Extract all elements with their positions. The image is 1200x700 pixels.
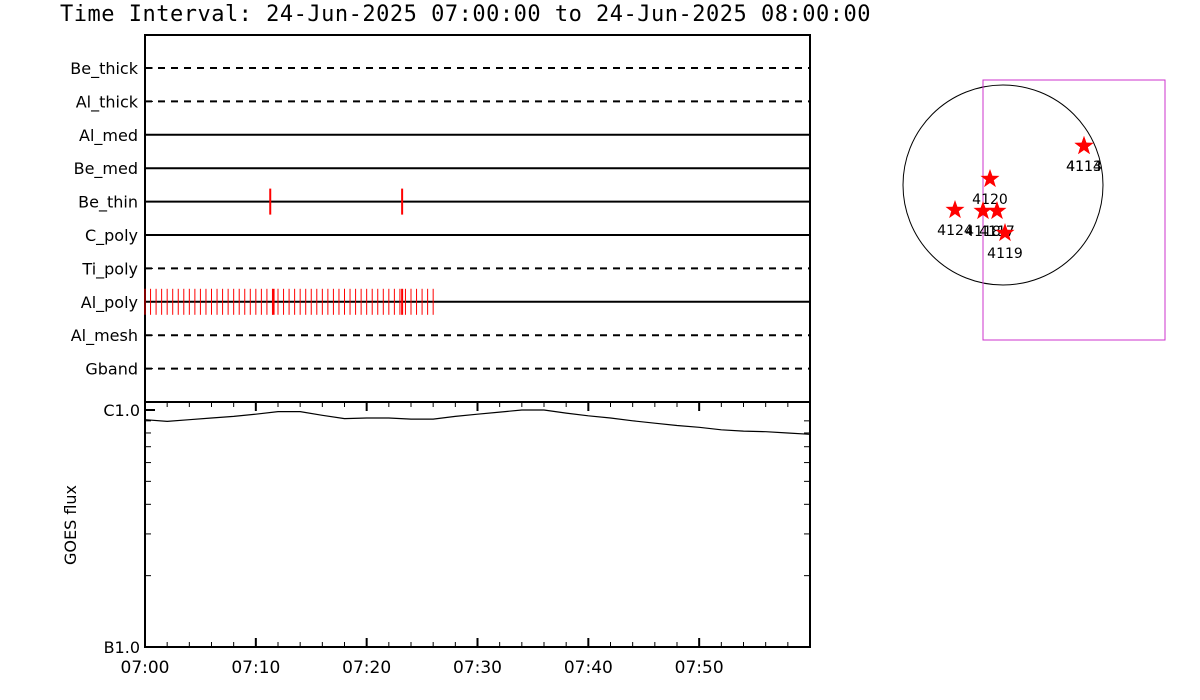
channel-label-al_mesh: Al_mesh: [71, 326, 138, 346]
goes-flux-line: [144, 409, 811, 435]
x-tick-label: 07:00: [121, 658, 170, 678]
y-tick-label: C1.0: [103, 401, 140, 420]
active-region-star: [945, 200, 965, 219]
active-region-star: [1074, 136, 1094, 155]
x-tick-label: 07:40: [564, 658, 613, 678]
channel-label-al_thick: Al_thick: [76, 92, 139, 112]
goes-frame: [144, 401, 811, 648]
x-tick-label: 07:50: [675, 658, 724, 678]
x-tick-label: 07:30: [453, 658, 502, 678]
channel-label-al_poly: Al_poly: [81, 293, 138, 313]
channel-label-be_med: Be_med: [74, 159, 138, 179]
channel-label-ti_poly: Ti_poly: [81, 259, 138, 279]
active-region-star: [973, 201, 993, 220]
channel-label-gband: Gband: [85, 360, 138, 379]
y-tick-label: B1.0: [104, 638, 140, 657]
channel-label-al_med: Al_med: [79, 126, 138, 146]
instrument-panel: Be_thick Al_thick Al_med Be_med Be_thin C_pol…: [70, 34, 811, 403]
channel-label-c_poly: C_poly: [85, 226, 138, 246]
solar-limb: [902, 84, 1104, 286]
y-axis-label: GOES flux: [61, 485, 80, 565]
x-tick-label: 07:10: [231, 658, 280, 678]
channel-label-be_thick: Be_thick: [70, 59, 138, 79]
active-region-label: 4124: [937, 223, 973, 239]
channel-label-be_thin: Be_thin: [78, 193, 138, 213]
x-tick-label: 07:20: [342, 658, 391, 678]
active-region-label: 4113: [1066, 159, 1102, 175]
active-region-star: [995, 223, 1015, 242]
active-region-star: [987, 201, 1007, 220]
active-region-label: 4114: [1066, 159, 1102, 175]
active-region-label: 4118: [965, 224, 1001, 240]
goes-panel: 07:00 07:10 07:20 07:30 07:40 07:50 B1.0 C1.0 GO…: [61, 401, 811, 678]
instrument-frame: [144, 34, 811, 403]
field-of-view-box: [982, 79, 1166, 341]
active-region-label: 4120: [972, 192, 1008, 208]
active-region-star: [980, 169, 1000, 188]
active-region-label: 4119: [987, 246, 1023, 262]
page-title: Time Interval: 24-Jun-2025 07:00:00 to 2…: [60, 2, 871, 27]
